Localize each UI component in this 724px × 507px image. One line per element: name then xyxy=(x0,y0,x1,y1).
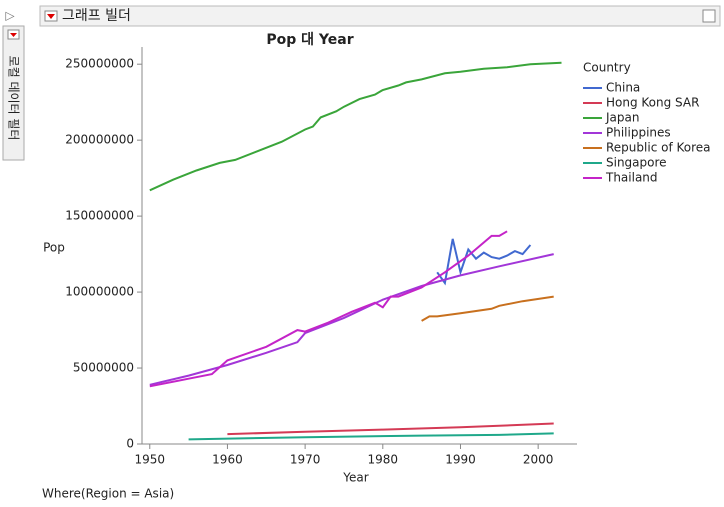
panel-icon[interactable] xyxy=(702,9,716,23)
x-tick-label: 1970 xyxy=(290,453,321,467)
x-tick-label: 1980 xyxy=(368,453,399,467)
side-label: 로컬 데이터 필터 xyxy=(7,56,21,141)
x-tick-label: 2000 xyxy=(523,453,554,467)
y-tick-label: 150000000 xyxy=(65,209,134,223)
chart-title: Pop 대 Year xyxy=(266,32,353,48)
series-line xyxy=(188,432,554,441)
series-line xyxy=(421,295,554,322)
y-tick-label: 50000000 xyxy=(73,361,134,375)
side-tab[interactable] xyxy=(2,25,25,161)
menu-triangle xyxy=(47,14,55,19)
series-line xyxy=(436,238,532,286)
panel-header xyxy=(39,5,721,27)
series-line xyxy=(149,61,562,192)
series-line xyxy=(149,230,508,388)
legend-label: Singapore xyxy=(606,156,667,170)
y-tick-label: 0 xyxy=(126,437,134,451)
legend-label: Philippines xyxy=(606,126,671,140)
legend-label: Thailand xyxy=(605,171,658,185)
y-axis-label: Pop xyxy=(43,241,65,255)
legend-title: Country xyxy=(583,61,631,75)
disclosure-icon[interactable]: ▷ xyxy=(5,9,15,23)
x-tick-label: 1950 xyxy=(134,453,165,467)
series-line xyxy=(227,422,554,436)
legend-label: China xyxy=(606,81,640,95)
x-axis-label: Year xyxy=(342,471,368,485)
series-line xyxy=(149,253,554,386)
legend-label: Republic of Korea xyxy=(606,141,711,155)
y-tick-label: 100000000 xyxy=(65,285,134,299)
menu-triangle xyxy=(10,33,17,37)
y-tick-label: 250000000 xyxy=(65,57,134,71)
footer: Where(Region = Asia) xyxy=(42,487,174,501)
legend-label: Hong Kong SAR xyxy=(606,96,699,110)
panel-title: 그래프 빌더 xyxy=(62,8,131,24)
y-tick-label: 200000000 xyxy=(65,133,134,147)
x-tick-label: 1960 xyxy=(212,453,243,467)
legend-label: Japan xyxy=(605,111,639,125)
x-tick-label: 1990 xyxy=(445,453,476,467)
